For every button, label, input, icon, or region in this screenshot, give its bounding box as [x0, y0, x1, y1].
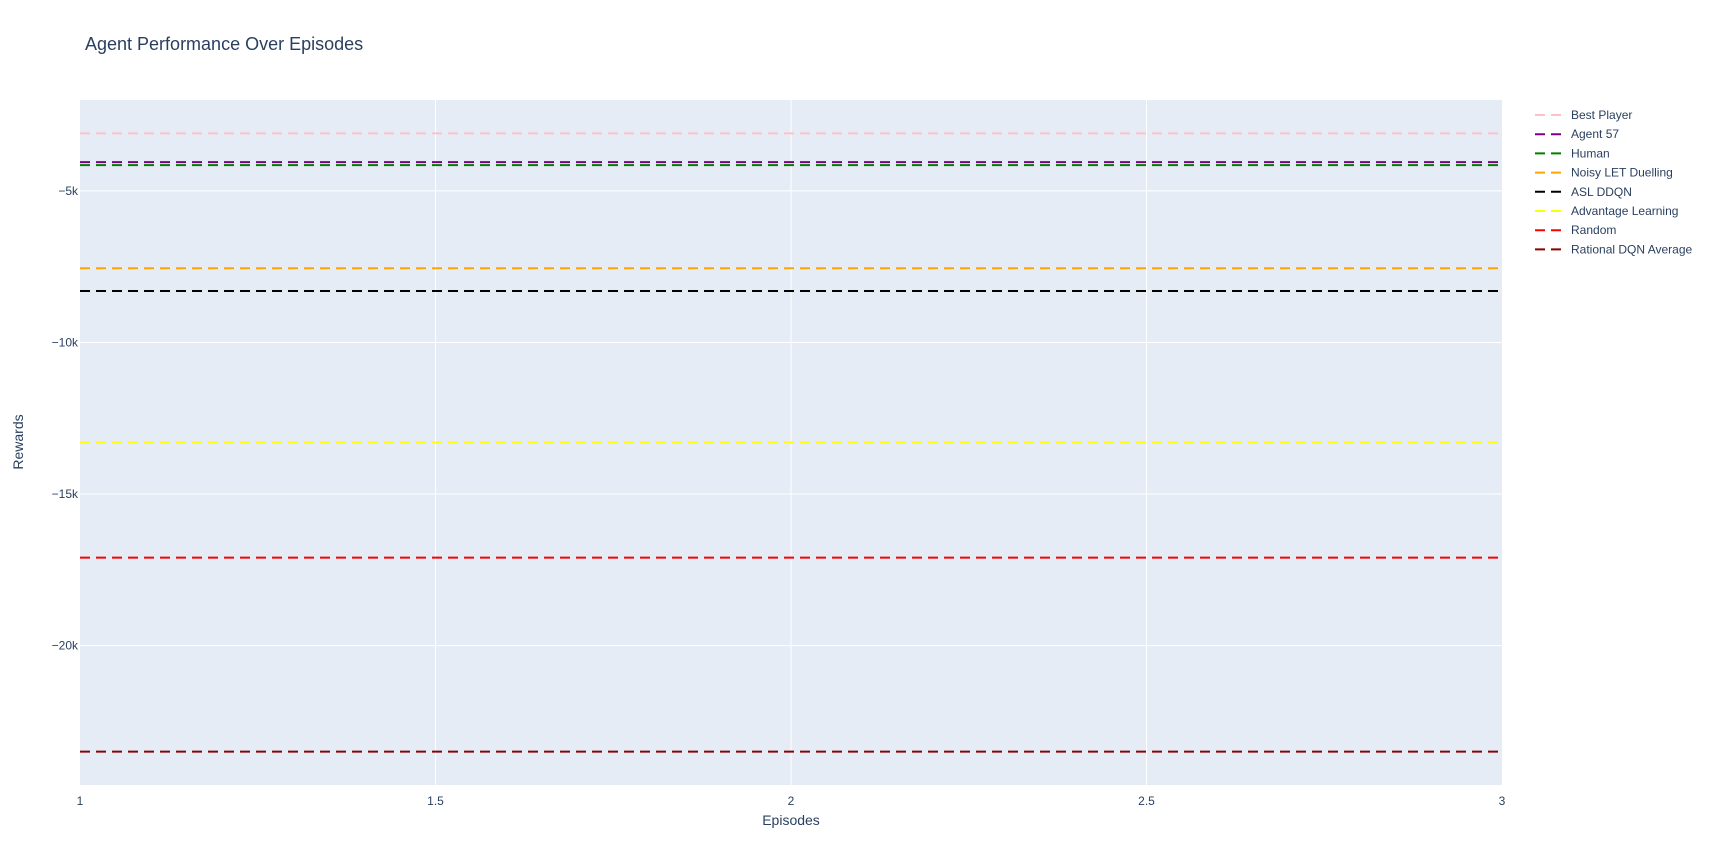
series-lines: [80, 132, 1502, 753]
legend-label: Noisy LET Duelling: [1571, 166, 1673, 180]
legend-label: ASL DDQN: [1571, 185, 1632, 199]
legend-label: Advantage Learning: [1571, 204, 1678, 218]
x-tick-label: 2: [788, 794, 795, 808]
legend-label: Best Player: [1571, 108, 1632, 122]
legend-label: Rational DQN Average: [1571, 242, 1693, 256]
x-tick-label: 3: [1499, 794, 1506, 808]
x-tick-label: 2.5: [1138, 794, 1155, 808]
legend-item[interactable]: Agent 57: [1535, 127, 1619, 141]
legend-item[interactable]: Random: [1535, 223, 1616, 237]
legend-label: Random: [1571, 223, 1616, 237]
y-axis-ticks: −5k −10k −15k −20k: [52, 184, 79, 653]
legend-item[interactable]: Human: [1535, 146, 1610, 160]
legend-item[interactable]: ASL DDQN: [1535, 185, 1632, 199]
x-axis-title: Episodes: [762, 812, 820, 828]
legend-label: Human: [1571, 146, 1610, 160]
legend-item[interactable]: Noisy LET Duelling: [1535, 166, 1673, 180]
legend-item[interactable]: Advantage Learning: [1535, 204, 1678, 218]
x-tick-label: 1.5: [427, 794, 444, 808]
legend-item[interactable]: Rational DQN Average: [1535, 242, 1693, 256]
legend-label: Agent 57: [1571, 127, 1619, 141]
chart-title: Agent Performance Over Episodes: [85, 34, 363, 54]
x-axis-ticks: 1 1.5 2 2.5 3: [77, 794, 1506, 808]
y-tick-label: −15k: [52, 487, 79, 501]
x-tick-label: 1: [77, 794, 84, 808]
y-tick-label: −10k: [52, 335, 79, 349]
legend-item[interactable]: Best Player: [1535, 108, 1632, 122]
legend: Best Player Agent 57 Human Noisy LET Duelli…: [1535, 108, 1693, 256]
y-axis-title: Rewards: [10, 414, 26, 469]
y-tick-label: −20k: [52, 639, 79, 653]
y-tick-label: −5k: [58, 184, 79, 198]
